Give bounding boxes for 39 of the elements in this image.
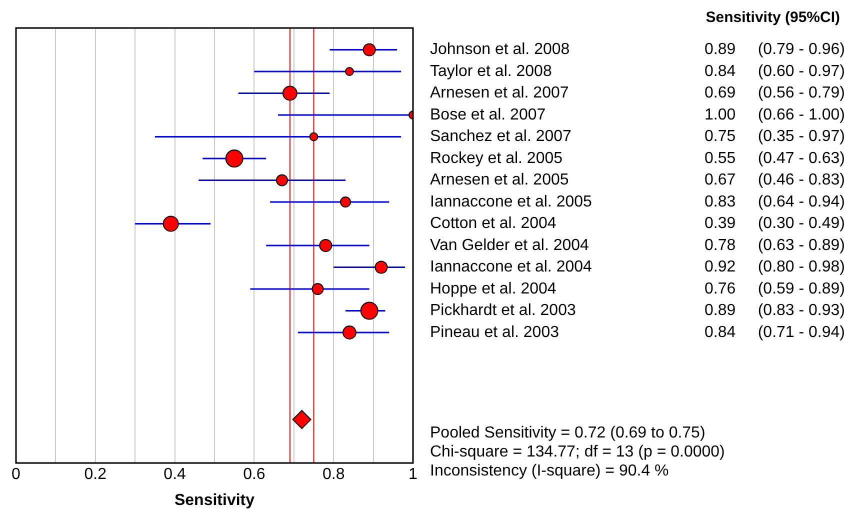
x-axis-title: Sensitivity [174,492,255,509]
data-label: 0.84 (0.71 - 0.94) [704,324,845,341]
data-label: 0.76 (0.59 - 0.89) [704,280,845,298]
y-tick-label: Hoppe et al. 2004 [430,280,556,298]
y-tick-label: Cotton et al. 2004 [430,215,556,232]
data-label: 0.55 (0.47 - 0.63) [704,150,845,167]
x-tick-label: 0 [12,466,21,484]
x-tick-label: 1 [408,466,418,484]
data-label: 0.78 (0.63 - 0.89) [704,236,845,254]
text: Sensitivity (95%CI) [706,9,840,26]
data-label: 0.67 (0.46 - 0.83) [704,172,845,189]
y-tick-label: Bose et al. 2007 [430,106,546,124]
y-tick-label: Arnesen et al. 2007 [430,84,569,102]
y-tick-label: Sanchez et al. 2007 [430,128,572,146]
data-label: 0.69 (0.56 - 0.79) [704,84,845,102]
y-tick-label: Arnesen et al. 2005 [430,172,569,189]
data-label: 0.89 (0.79 - 0.96) [704,41,845,58]
x-tick-label: 0.6 [243,466,266,484]
y-tick-label: Iannaccone et al. 2005 [430,193,592,210]
x-tick-label: 0.4 [164,466,186,484]
data-label: 0.84 (0.60 - 0.97) [704,62,845,80]
data-label: 0.39 (0.30 - 0.49) [704,215,845,232]
x-tick-label: 0.2 [84,466,107,484]
y-tick-label: Johnson et al. 2008 [430,41,570,58]
y-tick-label: Taylor et al. 2008 [430,62,552,80]
y-tick-label: Pineau et al. 2003 [430,324,560,341]
y-tick-label: Iannaccone et al. 2004 [430,258,592,276]
data-label: 1.00 (0.66 - 1.00) [704,106,845,124]
text: Chi-square = 134.77; df = 13 (p = 0.0000) [430,443,725,460]
data-label: 0.92 (0.80 - 0.98) [704,258,845,276]
x-tick-label: 0.8 [322,466,345,484]
data-label: 0.83 (0.64 - 0.94) [704,193,845,210]
y-tick-label: Pickhardt et al. 2003 [430,302,576,320]
y-tick-label: Van Gelder et al. 2004 [430,236,590,254]
text: Pooled Sensitivity = 0.72 (0.69 to 0.75) [430,424,706,442]
text: Inconsistency (I-square) = 90.4 % [430,462,669,480]
y-tick-label: Rockey et al. 2005 [430,150,563,167]
data-label: 0.75 (0.35 - 0.97) [704,128,845,146]
data-label: 0.89 (0.83 - 0.93) [704,302,845,320]
